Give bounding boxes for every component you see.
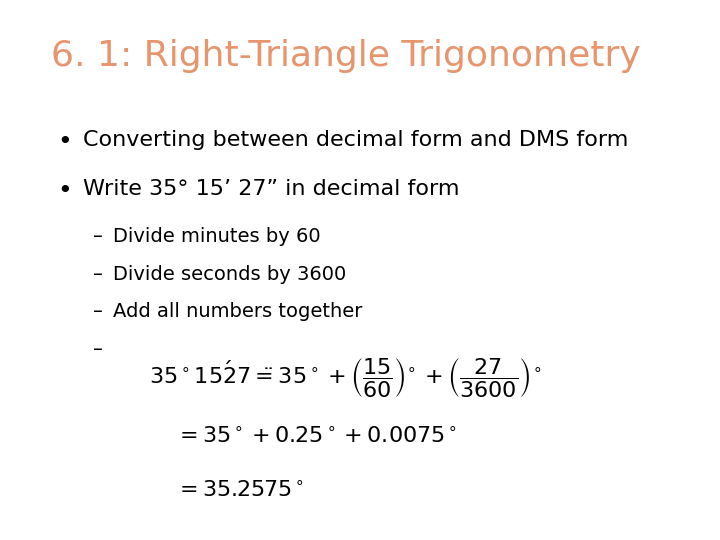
Text: $= 35^\circ + 0.25^\circ + 0.0075^\circ$: $= 35^\circ + 0.25^\circ + 0.0075^\circ$ xyxy=(175,426,457,447)
Text: –: – xyxy=(93,265,103,284)
Text: 6. 1: Right-Triangle Trigonometry: 6. 1: Right-Triangle Trigonometry xyxy=(51,39,642,73)
Text: –: – xyxy=(93,227,103,246)
Text: Divide minutes by 60: Divide minutes by 60 xyxy=(113,227,320,246)
Text: Divide seconds by 3600: Divide seconds by 3600 xyxy=(113,265,346,284)
Text: –: – xyxy=(93,302,103,321)
Text: $35^\circ15\'27\" = 35^\circ + \left(\dfrac{15}{60}\right)^{\!\circ} + \left(\df: $35^\circ15\'27\" = 35^\circ + \left(\df… xyxy=(149,356,541,399)
Text: $= 35.2575^\circ$: $= 35.2575^\circ$ xyxy=(175,480,304,500)
Text: Add all numbers together: Add all numbers together xyxy=(113,302,362,321)
Text: Write 35° 15’ 27” in decimal form: Write 35° 15’ 27” in decimal form xyxy=(83,179,459,199)
Text: •: • xyxy=(57,179,71,202)
Text: –: – xyxy=(93,340,103,359)
Text: •: • xyxy=(57,130,71,154)
Text: Converting between decimal form and DMS form: Converting between decimal form and DMS … xyxy=(83,130,629,150)
